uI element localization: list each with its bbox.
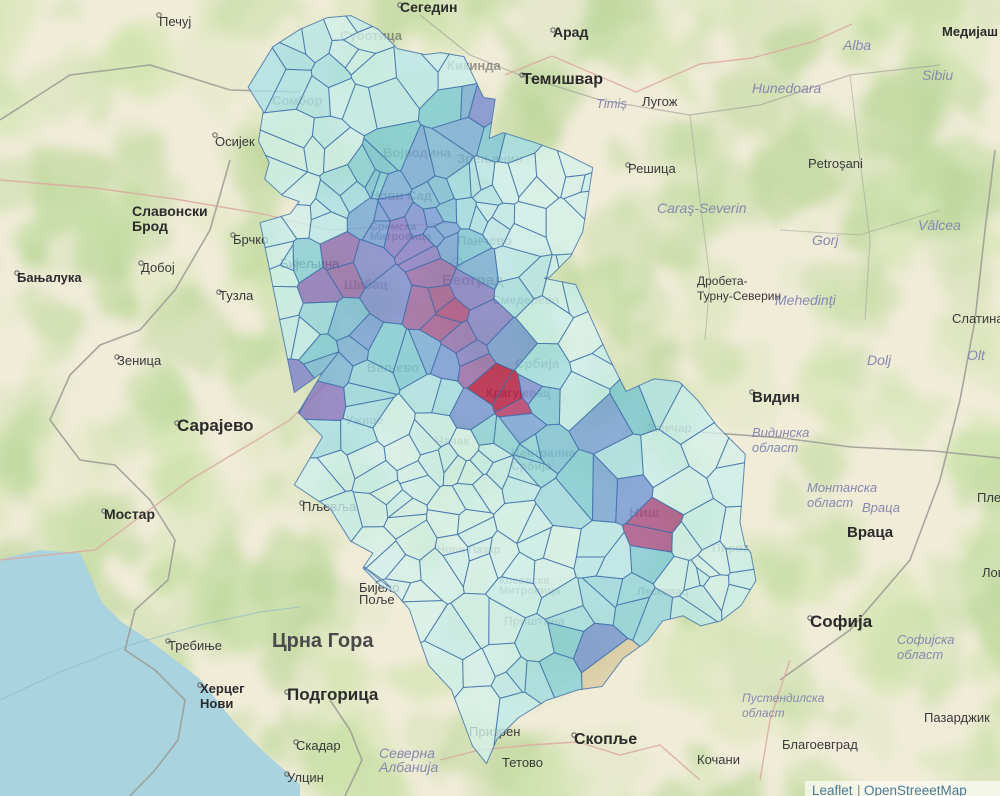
svg-text:Слатина: Слатина [952, 311, 1000, 326]
svg-text:област: област [807, 495, 853, 510]
svg-text:Sibiu: Sibiu [922, 67, 953, 83]
svg-text:Албанија: Албанија [378, 759, 438, 775]
svg-text:Dolj: Dolj [867, 352, 892, 368]
svg-text:Hunedoara: Hunedoara [752, 80, 821, 96]
svg-text:Кочани: Кочани [697, 752, 740, 767]
svg-text:Софија: Софија [810, 612, 873, 631]
svg-text:Мостар: Мостар [104, 506, 155, 522]
svg-text:Mehedinţi: Mehedinţi [775, 292, 837, 308]
svg-text:Пазарджик: Пазарджик [924, 710, 990, 725]
svg-text:Решица: Решица [628, 161, 676, 176]
svg-text:област: област [752, 440, 798, 455]
svg-text:Бањалука: Бањалука [17, 270, 82, 285]
svg-text:Темишвар: Темишвар [522, 71, 603, 88]
svg-text:Скадар: Скадар [296, 738, 341, 753]
svg-text:Црна Гора: Црна Гора [272, 630, 374, 652]
svg-text:Благоевград: Благоевград [782, 737, 858, 752]
svg-text:Требиње: Требиње [168, 638, 222, 653]
svg-text:област: област [742, 706, 785, 720]
svg-text:Gorj: Gorj [812, 232, 839, 248]
svg-text:Славонски: Славонски [132, 203, 208, 219]
svg-text:Медијаш: Медијаш [942, 24, 998, 39]
svg-text:Сегедин: Сегедин [400, 0, 457, 15]
svg-text:Плевен: Плевен [977, 490, 1000, 505]
svg-text:Лугож: Лугож [642, 94, 678, 109]
svg-text:Враца: Враца [862, 500, 900, 515]
svg-text:Petroşani: Petroşani [808, 156, 863, 171]
svg-text:Нови: Нови [200, 696, 233, 711]
svg-text:Пустендилска: Пустендилска [742, 691, 825, 705]
svg-text:Vâlcea: Vâlcea [918, 217, 961, 233]
svg-text:Арад: Арад [553, 24, 588, 40]
svg-text:Видинска: Видинска [752, 425, 809, 440]
svg-text:OpenStreeetMap: OpenStreeetMap [864, 783, 967, 796]
svg-text:Улцин: Улцин [287, 770, 324, 785]
svg-text:Монтанска: Монтанска [807, 480, 877, 495]
svg-text:област: област [897, 647, 943, 662]
svg-text:Тетово: Тетово [502, 755, 543, 770]
svg-text:Скопље: Скопље [574, 731, 637, 748]
svg-text:Тузла: Тузла [219, 288, 254, 303]
svg-text:Подгорица: Подгорица [287, 685, 379, 704]
svg-text:Херцег: Херцег [200, 681, 245, 696]
svg-text:Поље: Поље [359, 592, 395, 607]
svg-text:Враца: Враца [847, 524, 894, 541]
svg-text:|: | [857, 783, 861, 796]
svg-text:Olt: Olt [967, 347, 986, 363]
svg-text:Leaflet: Leaflet [812, 783, 853, 796]
svg-text:Печуј: Печуј [159, 14, 191, 29]
svg-text:Дробета-: Дробета- [697, 274, 748, 288]
svg-text:Осијек: Осијек [215, 134, 255, 149]
svg-text:Ловеч: Ловеч [982, 565, 1000, 580]
svg-text:Alba: Alba [842, 37, 871, 53]
svg-text:Caraş-Severin: Caraş-Severin [657, 200, 747, 216]
svg-text:Зеница: Зеница [117, 353, 162, 368]
svg-text:Сарајево: Сарајево [177, 416, 254, 435]
svg-text:Турну-Северин: Турну-Северин [697, 289, 781, 303]
svg-text:Брод: Брод [132, 218, 168, 234]
svg-text:Добој: Добој [141, 260, 175, 275]
svg-text:Видин: Видин [752, 389, 800, 406]
svg-text:Софијска: Софијска [897, 632, 954, 647]
svg-text:Timiş: Timiş [596, 96, 627, 111]
